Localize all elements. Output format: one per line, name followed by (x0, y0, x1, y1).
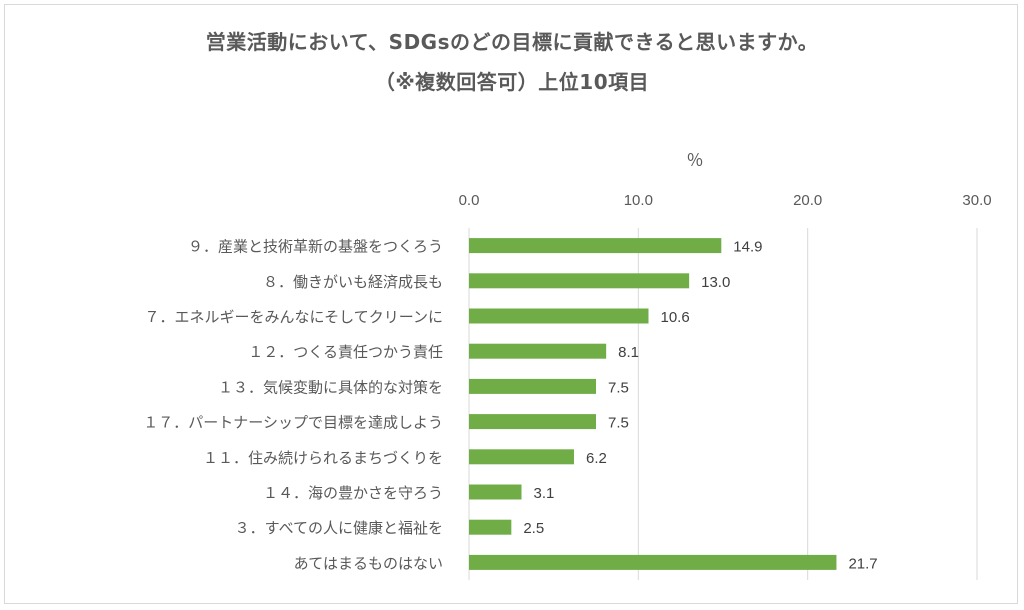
data-label: 21.7 (848, 555, 877, 572)
bar (469, 449, 574, 465)
data-label: 7.5 (608, 379, 629, 396)
chart-title: 営業活動において、SDGsのどの目標に貢献できると思いますか。 (205, 30, 819, 54)
data-label: 8.1 (618, 344, 639, 361)
category-label: ８．働きがいも経済成長も (263, 273, 443, 291)
category-label: １２．つくる責任つかう責任 (248, 343, 443, 361)
x-tick-label: 30.0 (962, 192, 991, 209)
x-tick-label: 10.0 (624, 192, 653, 209)
bar (469, 484, 522, 500)
data-label: 6.2 (586, 450, 607, 467)
data-label: 7.5 (608, 415, 629, 432)
x-tick-label: 20.0 (793, 192, 822, 209)
category-label: ３．すべての人に健康と福祉を (235, 519, 443, 537)
data-label: 13.0 (701, 274, 730, 291)
chart-frame (4, 4, 1018, 604)
unit-label: ％ (687, 151, 704, 171)
category-label: １７．パートナーシップで目標を達成しよう (143, 414, 443, 432)
bar (469, 378, 596, 394)
bar (469, 554, 837, 570)
data-label: 14.9 (733, 239, 762, 256)
bar (469, 414, 596, 430)
bar (469, 343, 607, 359)
data-label: 10.6 (660, 309, 689, 326)
bar (469, 308, 649, 324)
category-label: １３．気候変動に具体的な対策を (218, 378, 443, 396)
chart-subtitle: （※複数回答可）上位10項目 (374, 70, 650, 94)
category-label: ９．産業と技術革新の基盤をつくろう (188, 238, 443, 256)
x-tick-label: 0.0 (459, 192, 480, 209)
category-label: １４．海の豊かさを守ろう (263, 484, 443, 502)
category-label: ７．エネルギーをみんなにそしてクリーンに (144, 308, 443, 326)
bar (469, 519, 512, 535)
data-label: 2.5 (523, 520, 544, 537)
category-label: １１．住み続けられるまちづくりを (203, 449, 443, 467)
bar (469, 238, 722, 254)
bar (469, 273, 690, 289)
data-label: 3.1 (533, 485, 554, 502)
category-label: あてはまるものはない (294, 554, 443, 572)
